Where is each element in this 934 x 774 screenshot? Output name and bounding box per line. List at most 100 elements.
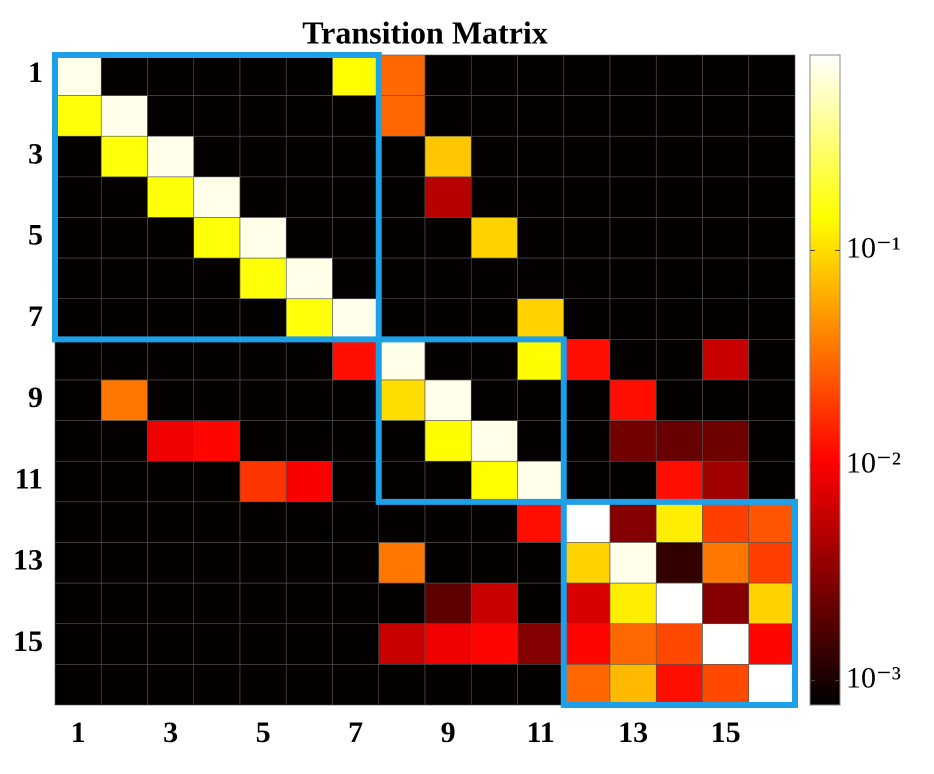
cell [100, 501, 148, 543]
cell [332, 501, 380, 543]
cell [285, 176, 333, 218]
cell [147, 298, 195, 340]
cell [378, 460, 426, 503]
cell [655, 339, 703, 381]
cell [748, 135, 796, 178]
chart-title: Transition Matrix [302, 14, 548, 50]
cell [655, 95, 703, 137]
cell [748, 542, 796, 584]
x-tick-label: 3 [163, 716, 178, 749]
cell [147, 501, 195, 543]
cell [609, 54, 657, 96]
cell [563, 501, 611, 543]
cell [609, 460, 657, 503]
cell [517, 379, 565, 421]
cell [470, 664, 518, 706]
cell [193, 420, 241, 462]
cell [100, 623, 148, 665]
cell [147, 339, 195, 381]
cell [517, 501, 565, 543]
cell [424, 379, 472, 421]
cell [239, 54, 287, 96]
cell [147, 460, 195, 503]
cell [54, 379, 102, 421]
x-tick-label: 9 [441, 716, 456, 749]
cell [563, 664, 611, 706]
cell [748, 623, 796, 665]
cell [702, 339, 750, 381]
cell [193, 379, 241, 421]
cell [378, 95, 426, 137]
cell [609, 582, 657, 625]
x-tick-label: 15 [711, 716, 741, 749]
cell [147, 582, 195, 625]
cell [470, 217, 518, 259]
colorbar [809, 54, 841, 706]
cell [193, 95, 241, 137]
cell [748, 460, 796, 503]
cell [424, 135, 472, 178]
highlight-block [560, 498, 798, 708]
cell [378, 339, 426, 381]
y-tick-label: 9 [28, 381, 43, 414]
cell [748, 54, 796, 96]
cell [100, 217, 148, 259]
cell [285, 298, 333, 340]
cell [424, 460, 472, 503]
cell [193, 582, 241, 625]
cell [517, 95, 565, 137]
cell [193, 257, 241, 300]
cell [193, 54, 241, 96]
y-tick-label: 11 [15, 462, 43, 495]
cell [54, 420, 102, 462]
highlight-block [52, 52, 382, 343]
cell [424, 501, 472, 543]
cell [239, 257, 287, 300]
cell [147, 176, 195, 218]
cell [702, 664, 750, 706]
cell [563, 95, 611, 137]
cell [378, 501, 426, 543]
cell [332, 542, 380, 584]
cell [470, 176, 518, 218]
cell [54, 217, 102, 259]
cell [147, 217, 195, 259]
cell [332, 298, 380, 340]
y-tick-label: 15 [13, 625, 43, 658]
cell [702, 217, 750, 259]
cell [702, 54, 750, 96]
cell [517, 298, 565, 340]
cell [378, 54, 426, 96]
cell [470, 135, 518, 178]
cell [147, 623, 195, 665]
cell [748, 217, 796, 259]
cell [424, 54, 472, 96]
cell [748, 257, 796, 300]
cell [655, 217, 703, 259]
cell [517, 623, 565, 665]
cell [748, 298, 796, 340]
cell [470, 298, 518, 340]
cell [563, 460, 611, 503]
cell [424, 623, 472, 665]
cell [378, 135, 426, 178]
cell [563, 420, 611, 462]
cell [147, 54, 195, 96]
colorbar-tick-label: 10⁻³ [846, 661, 901, 694]
cell [285, 664, 333, 706]
cell [702, 420, 750, 462]
cell [470, 257, 518, 300]
cell [100, 542, 148, 584]
cell [378, 298, 426, 340]
cell [517, 339, 565, 381]
cell [147, 420, 195, 462]
cell [332, 339, 380, 381]
cell [147, 95, 195, 137]
cell [239, 135, 287, 178]
cell [424, 542, 472, 584]
cell [239, 95, 287, 137]
cell [609, 664, 657, 706]
cell [332, 460, 380, 503]
cell [424, 176, 472, 218]
cell [147, 135, 195, 178]
